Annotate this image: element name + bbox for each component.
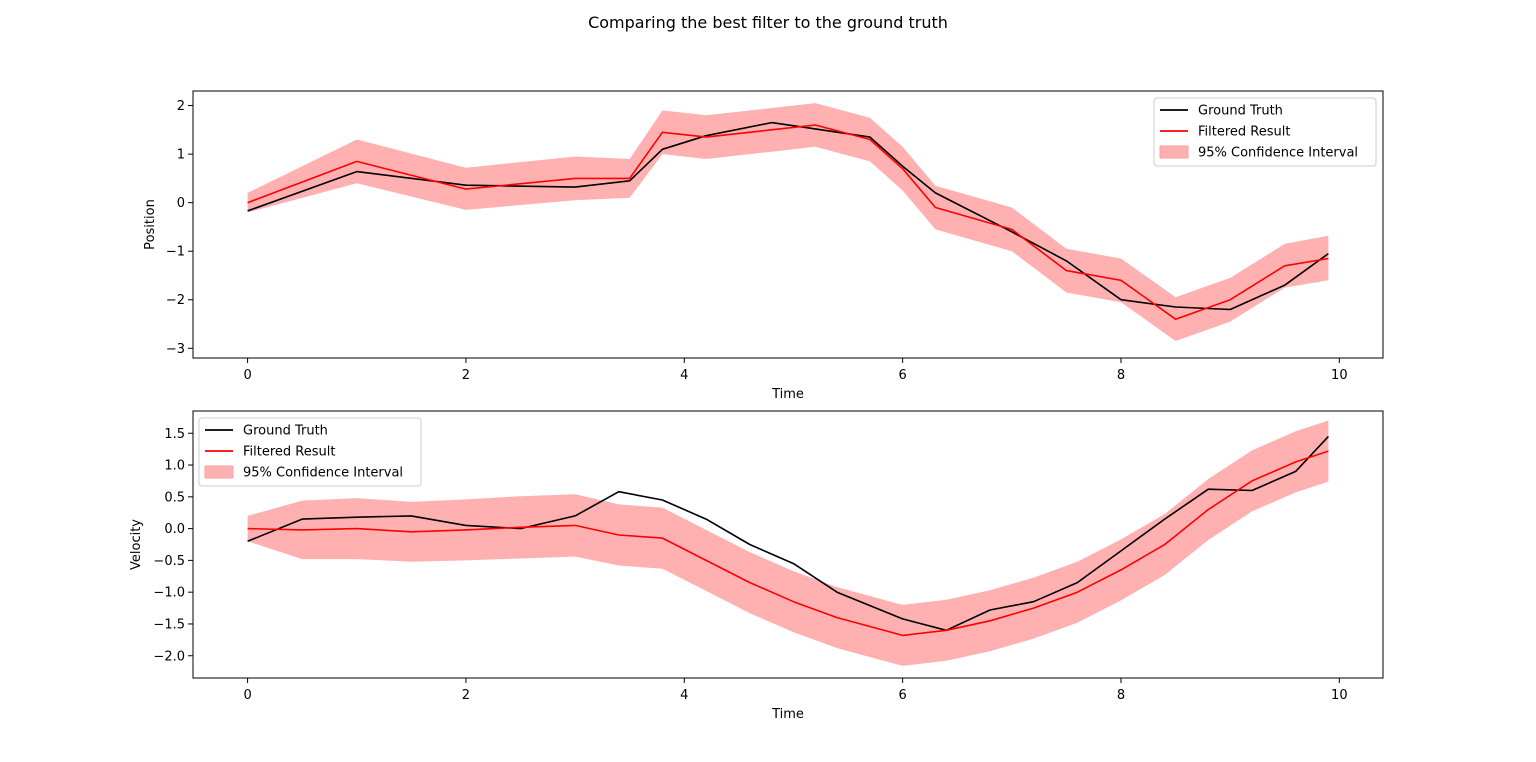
legend-label-ground-truth: Ground Truth <box>1198 104 1283 119</box>
y-tick-label: −1.5 <box>153 617 185 632</box>
legend-swatch-confidence-interval <box>1159 145 1189 159</box>
legend-label-filtered-result: Filtered Result <box>243 445 335 460</box>
x-tick-label: 4 <box>680 688 688 703</box>
y-tick-label: 1 <box>177 148 185 163</box>
x-tick-label: 0 <box>243 368 251 383</box>
legend-frame <box>1153 97 1377 167</box>
y-tick-label: 0 <box>177 196 185 211</box>
x-tick-label: 2 <box>462 368 470 383</box>
x-tick-label: 2 <box>462 688 470 703</box>
y-tick-label: 0.5 <box>164 490 185 505</box>
x-tick-label: 6 <box>898 368 906 383</box>
y-tick-label: −0.5 <box>153 554 185 569</box>
legend-swatch-confidence-interval <box>204 465 234 479</box>
y-tick-label: 1.0 <box>164 459 185 474</box>
legend-label-confidence-interval: 95% Confidence Interval <box>243 466 403 481</box>
y-tick-label: −2.0 <box>153 649 185 664</box>
axes-frame <box>192 410 1384 679</box>
filtered-result-line <box>247 124 1329 321</box>
x-tick-label: 4 <box>680 368 688 383</box>
x-tick-label: 10 <box>1331 368 1348 383</box>
axes-frame <box>192 90 1384 359</box>
y-axis-label: Position <box>143 199 158 250</box>
legend-label-ground-truth: Ground Truth <box>243 424 328 439</box>
y-tick-label: −1 <box>166 245 185 260</box>
x-tick-label: 0 <box>243 688 251 703</box>
x-axis-label: Time <box>771 707 804 722</box>
ground-truth-line <box>247 435 1329 632</box>
confidence-band <box>247 420 1329 666</box>
y-tick-label: −2 <box>166 293 185 308</box>
position-axes: 0 2 4 6 8 10 −3 −2 −1 0 1 2 Time Position Ground Truth… <box>143 90 1384 402</box>
y-tick-label: 2 <box>177 99 185 114</box>
figure-title: Comparing the best filter to the ground … <box>588 13 948 32</box>
legend: Ground Truth Filtered Result 95% Confidenc… <box>1153 97 1377 167</box>
x-axis-label: Time <box>771 387 804 402</box>
x-tick-label: 8 <box>1117 368 1125 383</box>
y-tick-label: −1.0 <box>153 586 185 601</box>
legend: Ground Truth Filtered Result 95% Confidenc… <box>198 417 422 487</box>
x-tick-label: 10 <box>1331 688 1348 703</box>
confidence-band <box>247 103 1329 341</box>
x-tick-label: 8 <box>1117 688 1125 703</box>
legend-frame <box>198 417 422 487</box>
legend-label-confidence-interval: 95% Confidence Interval <box>1198 146 1358 161</box>
y-tick-label: −3 <box>166 342 185 357</box>
ground-truth-line <box>247 121 1329 311</box>
y-tick-label: 0.0 <box>164 522 185 537</box>
y-axis-label: Velocity <box>129 519 144 570</box>
x-tick-label: 6 <box>898 688 906 703</box>
y-tick-label: 1.5 <box>164 427 185 442</box>
legend-label-filtered-result: Filtered Result <box>1198 125 1290 140</box>
filtered-result-line <box>247 450 1329 637</box>
velocity-axes: 0 2 4 6 8 10 −2.0 −1.5 −1.0 −0.5 0.0 0.5 1.0 1.5 Time V… <box>129 410 1384 722</box>
